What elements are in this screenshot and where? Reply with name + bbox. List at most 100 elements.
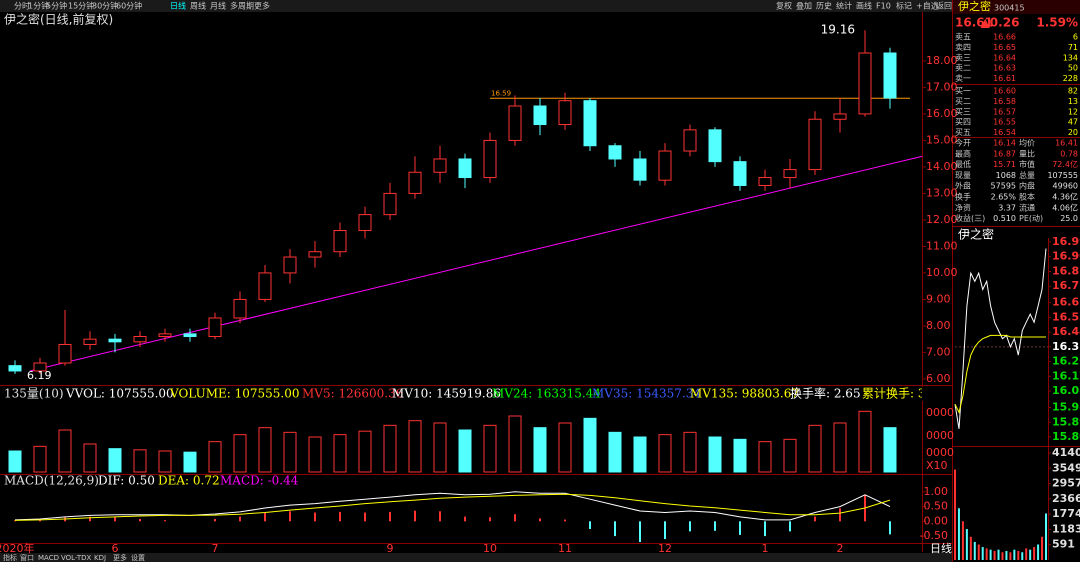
toolbar-action[interactable]: 历史 [816, 1, 832, 11]
price-pct: 1.59% [1036, 16, 1078, 30]
stat-value: 16.41 [1055, 139, 1078, 148]
volume-bar [8, 450, 22, 473]
volume-bar [233, 434, 247, 473]
period-tab[interactable]: 月线 [210, 1, 226, 11]
candle-body [58, 343, 72, 364]
candle-body [108, 338, 122, 343]
toolbar-action[interactable]: 叠加 [796, 1, 812, 11]
book-price: 16.65 [993, 43, 1016, 52]
volume-bar [183, 451, 197, 473]
volume-tick-label: 0000 [926, 406, 954, 419]
candle-body [233, 298, 247, 319]
period-tab[interactable]: 60分钟 [116, 1, 142, 11]
y-tick-label: 16.26 [1052, 355, 1080, 368]
volume-bar [833, 422, 847, 473]
volume-bar [883, 427, 897, 473]
candle-body [758, 177, 772, 186]
bottom-tab[interactable]: 更多 [113, 553, 127, 562]
period-tab[interactable]: 30分钟 [92, 1, 118, 11]
toolbar-action[interactable]: 画线 [856, 1, 872, 11]
stat-label: 换手 [955, 192, 971, 202]
volume-bar [583, 417, 597, 473]
stat-value: 4.36亿 [1052, 192, 1078, 202]
bottom-tab[interactable]: 窗口 [20, 553, 34, 562]
candle-body [258, 272, 272, 300]
stat-value: 72.4亿 [1052, 159, 1078, 169]
period-tab[interactable]: 更多 [254, 1, 270, 11]
stat-label: 量比 [1019, 148, 1035, 158]
bottom-tab[interactable]: KDJ [94, 554, 106, 562]
volume-indicator: MV135: 98803.67 [690, 387, 799, 401]
period-tab[interactable]: 日线 [170, 1, 186, 11]
period-tab[interactable]: 多周期 [230, 1, 254, 11]
y-tick-label: 16.08 [1052, 384, 1080, 397]
y-tick-label: 16.35 [1052, 340, 1080, 353]
y-tick-label: 11.00 [926, 239, 958, 252]
price-change: ▲0.26 [981, 16, 1020, 30]
book-label: 买一 [955, 87, 971, 96]
toolbar-action[interactable]: +自选 [916, 1, 939, 11]
stat-value: 2.65% [991, 193, 1017, 202]
period-tab[interactable]: 15分钟 [68, 1, 94, 11]
y-tick-label: 1774 [1052, 507, 1080, 520]
quote-header [953, 0, 1080, 14]
candle-body [583, 100, 597, 147]
volume-bar [533, 427, 547, 473]
stat-label: 收益(三) [955, 213, 985, 223]
period-tab[interactable]: 5分钟 [46, 1, 67, 11]
volume-bar [58, 429, 72, 473]
toolbar-action[interactable]: F10 [876, 2, 891, 11]
bottom-tab[interactable]: VOL-TDX [61, 554, 92, 562]
book-price: 16.54 [993, 128, 1016, 137]
stat-value: 16.87 [993, 149, 1016, 158]
volume-unit: X10 [926, 459, 948, 472]
candle-body [533, 105, 547, 126]
period-tab[interactable]: 1分钟 [28, 1, 49, 11]
book-price: 16.57 [993, 107, 1016, 116]
volume-bar [708, 436, 722, 473]
stat-value: 0.510 [993, 214, 1016, 223]
toolbar-action[interactable]: 复权 [776, 1, 792, 11]
stat-value: 15.71 [993, 160, 1016, 169]
y-tick-label: 13.00 [926, 186, 958, 199]
volume-indicator: MV5: 126600.36 [302, 387, 403, 401]
y-tick-label: 17.00 [926, 80, 958, 93]
volume-bar [858, 410, 872, 473]
y-tick-label: 18.00 [926, 54, 958, 67]
bottom-tab[interactable]: MACD [38, 554, 59, 562]
volume-indicator: VOLUME: 107555.00 [169, 387, 300, 401]
stat-label: 最高 [955, 148, 971, 158]
toolbar-action[interactable]: 统计 [836, 1, 852, 11]
period-tab[interactable]: 分时 [14, 1, 30, 11]
candle-body [683, 129, 697, 152]
y-tick-label: 16.53 [1052, 310, 1080, 323]
y-tick-label: 16.44 [1052, 325, 1080, 338]
avg-line [954, 334, 1046, 414]
y-tick-label: 0.00 [924, 514, 949, 527]
candle-body [308, 251, 322, 258]
volume-bar [33, 445, 47, 473]
x-tick-label: 12 [658, 542, 672, 555]
candle-body [283, 256, 297, 274]
x-tick-label: 6 [112, 542, 119, 555]
bottom-tab[interactable]: 设置 [131, 553, 145, 562]
book-volume: 13 [1068, 97, 1078, 106]
volume-bar [658, 434, 672, 473]
bottom-tab[interactable]: 指标 [3, 553, 17, 562]
macd-indicator: MACD: -0.44 [220, 474, 299, 488]
toolbar-action[interactable]: 标记 [896, 1, 912, 11]
candle-body [8, 365, 22, 372]
volume-bar [733, 438, 747, 473]
toolbar-action[interactable]: 返回 [936, 2, 952, 11]
stat-label: 今开 [955, 138, 971, 148]
period-tab[interactable]: 周线 [190, 1, 206, 11]
volume-bar [358, 430, 372, 473]
volume-bar [483, 424, 497, 473]
high-label: 19.16 [821, 23, 855, 37]
volume-bar [308, 436, 322, 473]
stat-label: 外盘 [955, 181, 971, 191]
candle-body [133, 336, 147, 343]
volume-bar [633, 436, 647, 473]
volume-bar [83, 443, 97, 473]
